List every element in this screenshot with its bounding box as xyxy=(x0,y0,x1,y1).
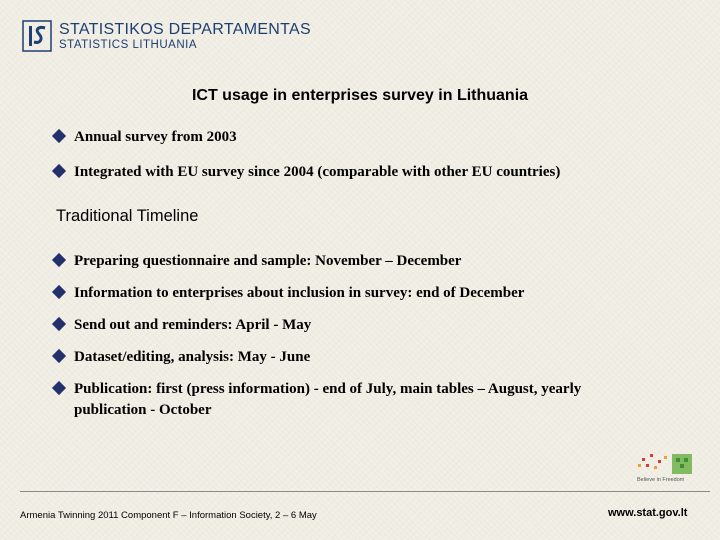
believe-in-freedom-badge-icon xyxy=(638,454,692,474)
section-heading: Traditional Timeline xyxy=(56,207,199,225)
list-item: Send out and reminders: April - May xyxy=(51,315,312,336)
list-item: Preparing questionnaire and sample: Nove… xyxy=(51,251,462,272)
list-item: Information to enterprises about inclusi… xyxy=(51,283,525,304)
bullet-text: Send out and reminders: April - May xyxy=(74,317,312,333)
diamond-bullet-icon xyxy=(51,316,67,332)
diamond-bullet-icon xyxy=(51,380,67,396)
logo-icon xyxy=(22,20,52,52)
footer-divider xyxy=(20,491,710,492)
list-item: Publication: first (press information) -… xyxy=(51,379,652,421)
diamond-bullet-icon xyxy=(51,163,67,179)
bullet-text: Preparing questionnaire and sample: Nove… xyxy=(74,253,462,269)
slide-title: ICT usage in enterprises survey in Lithu… xyxy=(191,87,529,104)
bullet-text: Annual survey from 2003 xyxy=(74,129,237,145)
logo-title: STATISTIKOS DEPARTAMENTAS xyxy=(59,21,311,38)
diamond-bullet-icon xyxy=(51,284,67,300)
diamond-bullet-icon xyxy=(51,128,67,144)
footer-caption: Armenia Twinning 2011 Component F – Info… xyxy=(20,510,317,521)
list-item: Integrated with EU survey since 2004 (co… xyxy=(51,162,561,183)
bullet-text: Dataset/editing, analysis: May - June xyxy=(74,349,311,365)
list-item: Annual survey from 2003 xyxy=(51,127,237,148)
logo-subtitle: STATISTICS LITHUANIA xyxy=(59,39,198,51)
diamond-bullet-icon xyxy=(51,348,67,364)
bullet-text: Information to enterprises about inclusi… xyxy=(74,285,525,301)
badge-text: Believe in Freedom xyxy=(637,477,685,483)
bullet-text: Publication: first (press information) -… xyxy=(74,381,582,418)
footer-website-link[interactable]: www.stat.gov.lt xyxy=(608,507,688,519)
list-item: Dataset/editing, analysis: May - June xyxy=(51,347,311,368)
diamond-bullet-icon xyxy=(51,252,67,268)
bullet-text: Integrated with EU survey since 2004 (co… xyxy=(74,164,561,180)
